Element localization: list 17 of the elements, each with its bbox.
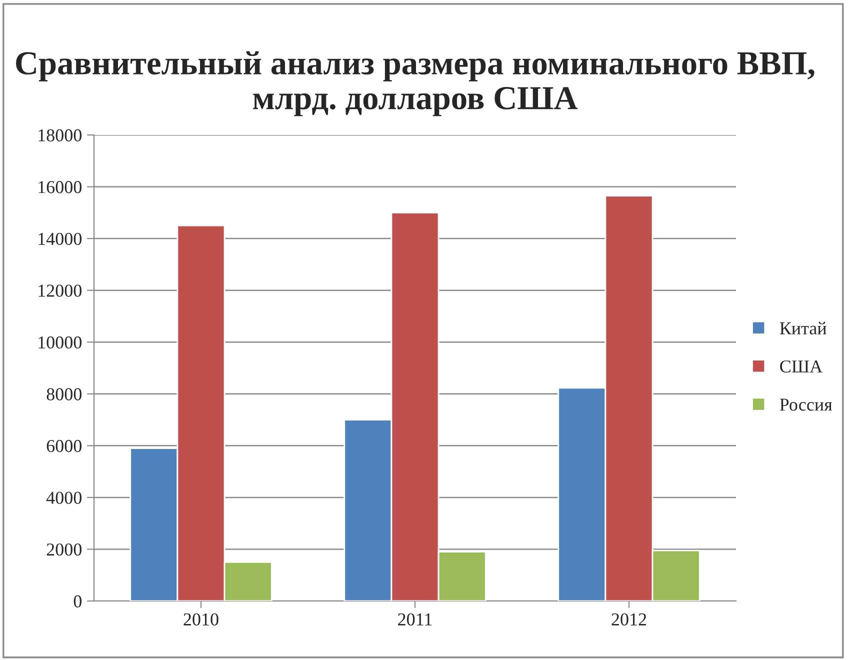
chart-title: Сравнительный анализ размера номинального ВВП, млрд. долларов США (16, 51, 814, 116)
y-tick-label: 18000 (38, 129, 82, 142)
y-tick-label: 2000 (46, 543, 82, 556)
x-tick-label: 2012 (612, 613, 646, 626)
y-tick-label: 6000 (46, 440, 82, 452)
y-tick-label: 14000 (38, 232, 82, 245)
y-tick-label: 8000 (46, 388, 82, 400)
legend-label: США (780, 360, 822, 373)
y-tick-label: 16000 (38, 181, 82, 194)
y-tick-label: 10000 (38, 336, 82, 349)
y-tick-label: 12000 (38, 284, 82, 297)
x-tick-label: 2010 (184, 613, 218, 626)
x-tick-label: 2011 (398, 613, 432, 626)
legend-label: Россия (780, 398, 832, 411)
y-tick-label: 4000 (46, 492, 82, 504)
y-tick-label: 0 (74, 595, 82, 608)
legend-label: Китай (780, 322, 826, 334)
